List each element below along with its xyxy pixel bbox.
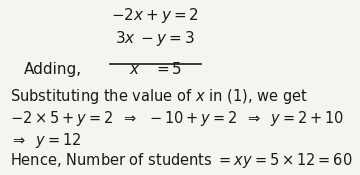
Text: $\Rightarrow\;\;y=12$: $\Rightarrow\;\;y=12$ [10, 131, 82, 150]
Text: $3x\;-y=3$: $3x\;-y=3$ [116, 29, 195, 48]
Text: Adding,: Adding, [24, 62, 82, 77]
Text: $-2x+y=2$: $-2x+y=2$ [111, 6, 199, 25]
Text: Hence, Number of students $=xy=5\times12=60$: Hence, Number of students $=xy=5\times12… [10, 151, 352, 170]
Text: Substituting the value of $x$ in (1), we get: Substituting the value of $x$ in (1), we… [10, 87, 308, 106]
Text: $-2\times5+y=2\;\;\Rightarrow\;\;-10+y=2\;\;\Rightarrow\;\;y=2+10$: $-2\times5+y=2\;\;\Rightarrow\;\;-10+y=2… [10, 109, 344, 128]
Text: $x\quad=5$: $x\quad=5$ [129, 61, 182, 77]
